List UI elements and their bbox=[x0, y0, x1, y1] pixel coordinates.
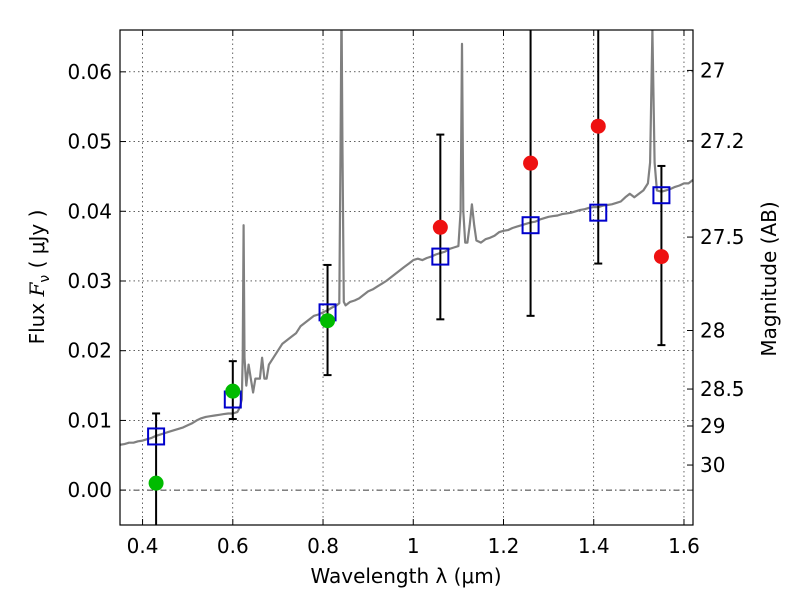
x-tick-label: 0.8 bbox=[307, 534, 339, 558]
right-axis-title: Magnitude (AB) bbox=[757, 201, 781, 356]
model-photometry-point bbox=[589, 203, 608, 222]
spectrum-line bbox=[120, 30, 693, 446]
y-axis-title-subscript: ν bbox=[37, 275, 53, 283]
model-photometry-point bbox=[147, 427, 166, 446]
model-photometry-point bbox=[652, 186, 671, 205]
y-tick-label: 0.05 bbox=[67, 130, 112, 154]
y-tick-label: 0.00 bbox=[67, 478, 112, 502]
plot-background bbox=[120, 30, 693, 525]
magnitude-tick-label: 27 bbox=[700, 58, 725, 82]
measurement-point bbox=[523, 155, 539, 171]
x-tick-label: 1 bbox=[407, 534, 420, 558]
x-tick-label: 0.4 bbox=[127, 534, 159, 558]
detection-point bbox=[320, 313, 336, 329]
y-axis-title-variable: F bbox=[25, 281, 49, 297]
magnitude-tick-label: 28.5 bbox=[700, 377, 745, 401]
data-layer bbox=[120, 30, 693, 525]
y-tick-label: 0.04 bbox=[67, 199, 112, 223]
ticks: 0.4 0.6 0.8 1 1.2 1.4 1.6 0.00 0.01 0.02 0.03 0.04 0… bbox=[67, 30, 745, 558]
x-tick-label: 1.6 bbox=[668, 534, 700, 558]
magnitude-tick-label: 29 bbox=[700, 414, 725, 438]
model-photometry-point bbox=[521, 216, 540, 235]
magnitude-tick-label: 30 bbox=[700, 453, 725, 477]
y-tick-label: 0.01 bbox=[67, 408, 112, 432]
detection-point bbox=[225, 383, 241, 399]
plot-frame bbox=[119, 29, 694, 526]
y-axis-title: Flux Fν ( μJy ) bbox=[25, 210, 53, 345]
x-tick-label: 1.2 bbox=[488, 534, 520, 558]
y-axis-title-prefix: Flux bbox=[25, 296, 49, 344]
y-tick-label: 0.03 bbox=[67, 269, 112, 293]
measurement-point bbox=[590, 118, 606, 134]
magnitude-tick-label: 28 bbox=[700, 318, 725, 342]
x-axis-title: Wavelength λ (μm) bbox=[310, 564, 501, 588]
x-tick-label: 1.4 bbox=[578, 534, 610, 558]
measurement-point bbox=[432, 219, 448, 235]
y-tick-label: 0.02 bbox=[67, 339, 112, 363]
model-photometry-point bbox=[431, 247, 450, 266]
y-tick-label: 0.06 bbox=[67, 60, 112, 84]
x-tick-label: 0.6 bbox=[217, 534, 249, 558]
y-axis-title-suffix: ( μJy ) bbox=[25, 210, 49, 275]
measurement-point bbox=[653, 249, 669, 265]
detection-point bbox=[148, 475, 164, 491]
magnitude-tick-label: 27.5 bbox=[700, 225, 745, 249]
magnitude-tick-label: 27.2 bbox=[700, 129, 745, 153]
